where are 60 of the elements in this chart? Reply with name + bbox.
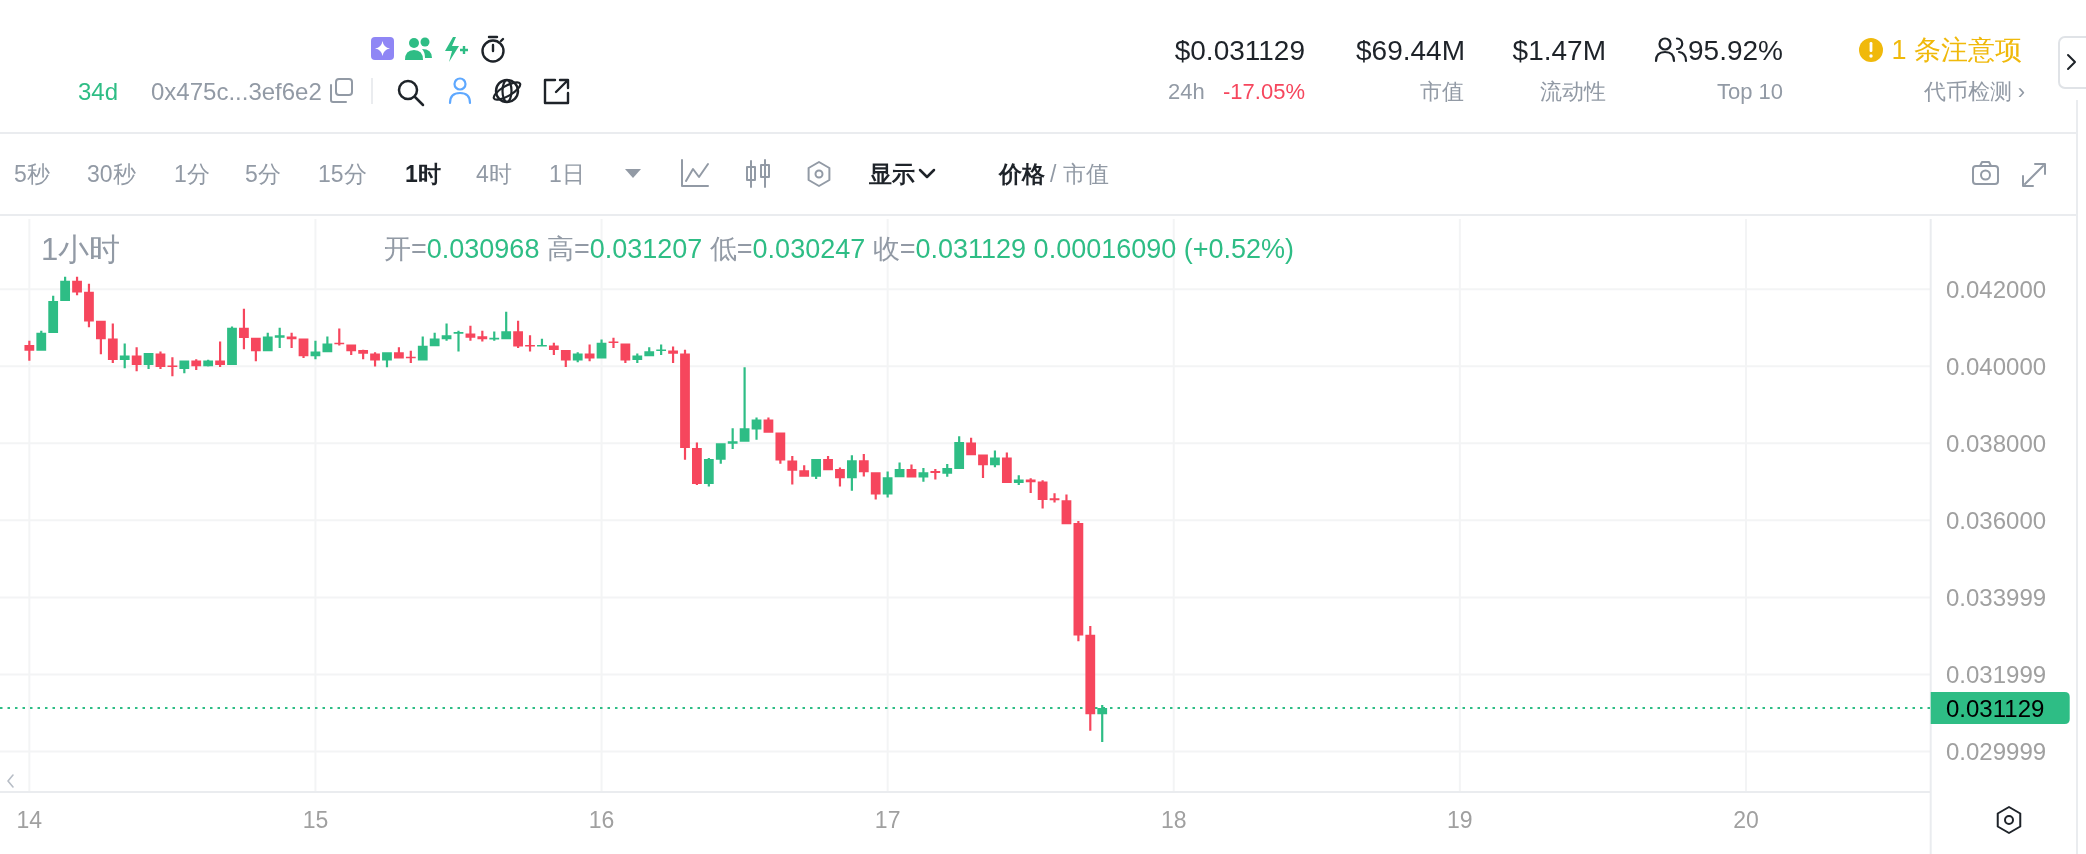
candlestick bbox=[1025, 478, 1036, 493]
candlestick bbox=[632, 353, 643, 364]
candlestick bbox=[1049, 493, 1060, 503]
candlestick bbox=[918, 467, 929, 482]
candlestick bbox=[656, 344, 667, 356]
text: 显示 bbox=[868, 161, 915, 187]
text: 价格 bbox=[998, 161, 1045, 187]
y-tick-label: 0.033999 bbox=[1946, 583, 2047, 611]
text: 15分 bbox=[318, 161, 367, 187]
text: 1时 bbox=[405, 161, 441, 187]
candlestick bbox=[608, 337, 619, 349]
chart-title: 1小时 bbox=[41, 231, 121, 267]
text: $69.44M bbox=[1356, 34, 1465, 66]
x-tick-label: 15 bbox=[302, 807, 329, 833]
text: 1 条注意项 bbox=[1891, 35, 2022, 65]
y-tick-label: 0.038000 bbox=[1946, 429, 2047, 457]
candlestick bbox=[453, 330, 464, 352]
candlestick bbox=[465, 325, 476, 341]
text: $1.47M bbox=[1512, 34, 1606, 66]
candlestick bbox=[668, 346, 678, 364]
y-tick-label: 0.031999 bbox=[1946, 661, 2047, 689]
candlestick bbox=[441, 323, 452, 341]
text: 30秒 bbox=[87, 161, 136, 187]
text: 34d bbox=[78, 77, 119, 105]
candlestick bbox=[525, 335, 535, 352]
text: 4时 bbox=[476, 161, 512, 187]
text: 1分 bbox=[174, 161, 210, 187]
x-tick-label: 20 bbox=[1733, 807, 1759, 833]
candlestick bbox=[1013, 475, 1024, 485]
x-tick-label: 14 bbox=[16, 807, 43, 833]
candlestick bbox=[537, 338, 547, 347]
text: 24h bbox=[1168, 78, 1205, 104]
text: 市值 bbox=[1420, 78, 1464, 104]
candlestick bbox=[274, 327, 285, 349]
candlestick bbox=[799, 465, 810, 477]
x-tick-label: 19 bbox=[1447, 807, 1473, 833]
x-tick-label: 16 bbox=[588, 807, 615, 833]
candlestick bbox=[727, 428, 738, 450]
text: / 市值 bbox=[1050, 161, 1109, 187]
y-tick-label: 0.036000 bbox=[1946, 506, 2047, 534]
text: 1日 bbox=[549, 161, 585, 187]
candlestick bbox=[167, 357, 178, 377]
text: -17.05% bbox=[1223, 78, 1305, 104]
text: Top 10 bbox=[1716, 78, 1783, 104]
candlestick bbox=[119, 343, 130, 369]
ref-line-label: 0.031129 bbox=[1946, 694, 2045, 722]
text: 5分 bbox=[245, 161, 281, 187]
candlestick bbox=[310, 340, 321, 360]
x-tick-label: 18 bbox=[1160, 807, 1187, 833]
y-tick-label: 0.040000 bbox=[1946, 352, 2047, 380]
text: 5秒 bbox=[14, 161, 50, 187]
text: 0x475c...3ef6e2 bbox=[151, 77, 322, 105]
text: $0.031129 bbox=[1174, 34, 1305, 66]
x-tick-label: 17 bbox=[874, 807, 901, 833]
y-tick-label: 0.029999 bbox=[1946, 738, 2047, 766]
text: 流动性 bbox=[1540, 78, 1606, 104]
text: 95.92% bbox=[1688, 34, 1783, 66]
text: 开=0.030968 高=0.031207 低=0.030247 收=0.031129 0.00016090 (+0.52%) bbox=[384, 234, 1295, 264]
y-tick-label: 0.042000 bbox=[1946, 275, 2047, 303]
text: 代币检测 › bbox=[1922, 78, 2025, 104]
